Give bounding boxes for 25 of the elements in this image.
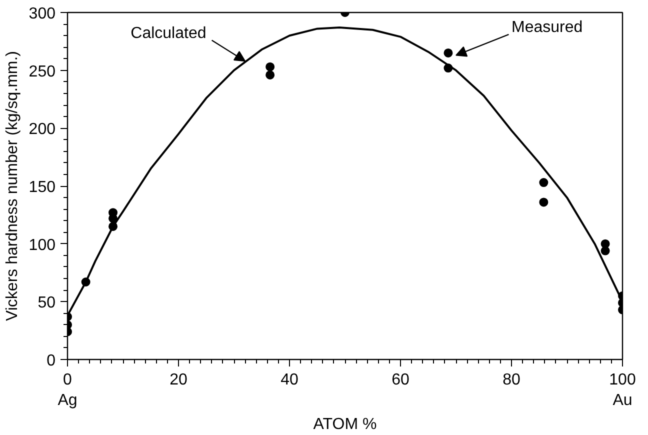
x-tick-label: 40 — [280, 372, 298, 388]
point — [266, 70, 275, 80]
x-tick-label: 60 — [392, 372, 410, 388]
y-axis-title: Vickers hardness number (kg/sq.mm.) — [4, 50, 21, 322]
x-tick-label: 20 — [170, 372, 188, 388]
x-tick-label: 100 — [609, 372, 636, 388]
y-tick-label: 250 — [28, 63, 56, 80]
text: Au — [612, 392, 632, 409]
y-tick-label: 150 — [28, 179, 56, 196]
point — [444, 48, 453, 58]
x-tick-label: 0 — [63, 372, 72, 388]
y-tick-label: 300 — [28, 6, 56, 22]
x-tick-label: 80 — [502, 372, 520, 388]
point — [539, 178, 548, 188]
y-tick-label: 100 — [28, 236, 56, 254]
y-tick-label: 0 — [46, 352, 56, 370]
annotation: Calculated — [130, 24, 206, 42]
y-tick-label: 50 — [38, 294, 56, 312]
x-axis-title: ATOM % — [313, 416, 377, 433]
annotation: Measured — [512, 19, 583, 36]
point — [266, 62, 275, 72]
y-tick-label: 200 — [28, 121, 56, 138]
point — [600, 246, 610, 256]
point — [539, 198, 548, 207]
text: Ag — [58, 392, 78, 409]
